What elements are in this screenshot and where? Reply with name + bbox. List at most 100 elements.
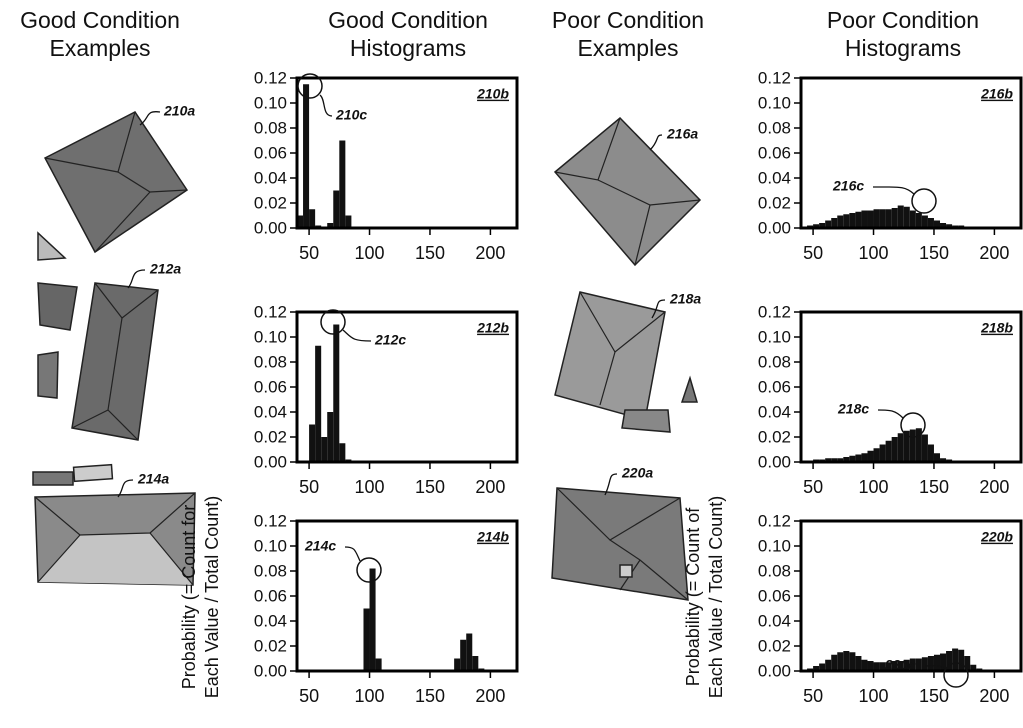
- bar: [460, 639, 467, 671]
- leader: [651, 299, 666, 319]
- header: Good Condition: [20, 7, 180, 33]
- bar: [933, 220, 941, 228]
- y-tick-label: 0.06: [254, 143, 287, 162]
- ridge: [599, 351, 616, 406]
- histogram-chart: 0.00 0.02 0.04 0.06 0.08 0.10 0.12 50 100 150 200 2…: [254, 302, 519, 497]
- bar: [903, 206, 910, 228]
- y-tick-label: 0.12: [758, 68, 791, 87]
- example-label: 214a: [137, 471, 169, 487]
- roof: [37, 351, 59, 399]
- leader: [127, 269, 146, 289]
- bar: [825, 458, 832, 462]
- bar: [831, 654, 838, 671]
- bar: [897, 205, 904, 228]
- x-tick-label: 100: [859, 686, 889, 706]
- bar: [843, 651, 850, 671]
- example-labels: 210a 212a 214a 216a 218a 220a: [117, 103, 701, 498]
- bar: [849, 213, 856, 228]
- roof: [621, 409, 671, 433]
- peak-circle: [900, 412, 926, 438]
- bar: [933, 654, 941, 671]
- bar: [867, 450, 874, 462]
- peak-circle: [297, 73, 323, 99]
- y-tick-label: 0.06: [758, 586, 791, 605]
- bar: [958, 649, 965, 671]
- y-tick-label: 0.02: [254, 636, 287, 655]
- x-tick-label: 100: [355, 243, 385, 263]
- x-tick-label: 50: [299, 686, 319, 706]
- y-tick-label: 0.08: [254, 352, 287, 371]
- x-tick-label: 200: [979, 243, 1009, 263]
- peak-circle: [943, 662, 969, 688]
- bar: [855, 211, 862, 228]
- bar: [952, 648, 959, 671]
- chart-id: 212b: [476, 320, 509, 336]
- bar: [915, 658, 922, 671]
- bar: [897, 661, 904, 671]
- bar: [297, 215, 304, 228]
- histogram-chart: 0.00 0.02 0.04 0.06 0.08 0.10 0.12 50 100 150 200 2…: [758, 68, 1023, 263]
- y-tick-label: 0.12: [254, 511, 287, 530]
- bar: [837, 652, 844, 671]
- bar: [327, 223, 334, 228]
- leader: [139, 111, 161, 126]
- bar: [339, 443, 346, 462]
- ridge: [149, 532, 194, 586]
- x-tick-label: 200: [475, 477, 505, 497]
- roof: [72, 463, 114, 483]
- y-tick-label: 0.12: [758, 511, 791, 530]
- bar: [927, 444, 934, 462]
- good-examples: [32, 111, 196, 586]
- y-tick-label: 0.00: [758, 661, 791, 680]
- roof: [43, 111, 189, 254]
- example-label: 210a: [163, 103, 195, 119]
- header: Histograms: [350, 35, 466, 61]
- peak-circle: [911, 188, 937, 214]
- y-tick-label: 0.10: [758, 536, 791, 555]
- header: Poor Condition: [552, 7, 704, 33]
- bar: [921, 434, 928, 462]
- y-tick-label: 0.04: [758, 402, 791, 421]
- bar: [970, 664, 977, 671]
- bar: [964, 656, 971, 671]
- bar: [831, 218, 838, 228]
- x-tick-label: 50: [803, 686, 823, 706]
- bars: [357, 568, 485, 671]
- y-tick-label: 0.00: [254, 452, 287, 471]
- bar: [363, 608, 370, 671]
- example-label: 212a: [149, 261, 181, 277]
- y-tick-label: 0.10: [758, 93, 791, 112]
- bar: [921, 657, 928, 671]
- peak-circle: [320, 309, 346, 335]
- bar: [921, 215, 928, 228]
- example-label: 220a: [621, 465, 653, 481]
- bar: [891, 661, 898, 671]
- bar: [375, 658, 382, 671]
- roof: [37, 282, 78, 331]
- histogram-chart: 0.00 0.02 0.04 0.06 0.08 0.10 0.12 50 100 150 200 2…: [758, 302, 1023, 497]
- x-tick-label: 100: [355, 477, 385, 497]
- header: Examples: [578, 35, 679, 61]
- x-tick-label: 50: [299, 243, 319, 263]
- bar: [339, 140, 346, 228]
- header: Histograms: [845, 35, 961, 61]
- bar: [825, 659, 832, 671]
- y-axis-label: Probability (= Count of: [683, 507, 703, 687]
- leader: [604, 473, 618, 496]
- bar: [333, 190, 340, 228]
- bar: [903, 659, 910, 671]
- roof: [554, 291, 666, 421]
- y-tick-label: 0.10: [254, 93, 287, 112]
- bar: [309, 424, 316, 462]
- bars: [801, 205, 989, 228]
- bar: [915, 213, 922, 228]
- ridge: [37, 534, 81, 583]
- bar: [885, 440, 892, 462]
- bars: [309, 324, 352, 462]
- leader: [342, 329, 372, 342]
- bar: [891, 208, 898, 228]
- bar: [333, 324, 340, 462]
- chart-id: 214b: [476, 529, 509, 545]
- bar: [861, 659, 868, 671]
- bar: [819, 223, 826, 228]
